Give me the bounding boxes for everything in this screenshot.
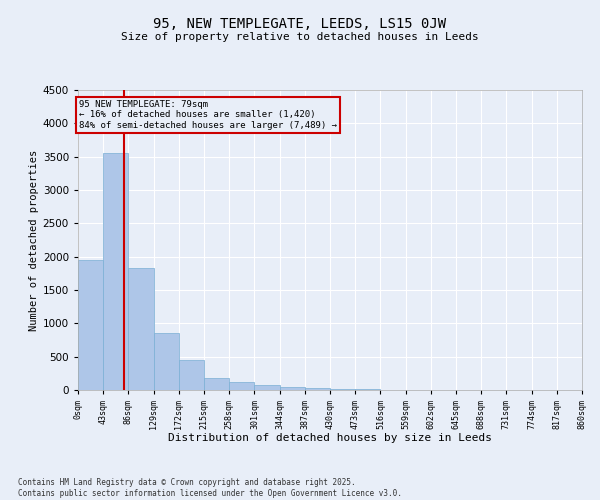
X-axis label: Distribution of detached houses by size in Leeds: Distribution of detached houses by size … <box>168 433 492 443</box>
Text: 95 NEW TEMPLEGATE: 79sqm
← 16% of detached houses are smaller (1,420)
84% of sem: 95 NEW TEMPLEGATE: 79sqm ← 16% of detach… <box>79 100 337 130</box>
Bar <box>280 386 305 390</box>
Bar <box>229 382 254 390</box>
Bar <box>154 334 179 390</box>
Bar <box>204 378 229 390</box>
Y-axis label: Number of detached properties: Number of detached properties <box>29 150 38 330</box>
Bar <box>305 388 330 390</box>
Text: 95, NEW TEMPLEGATE, LEEDS, LS15 0JW: 95, NEW TEMPLEGATE, LEEDS, LS15 0JW <box>154 18 446 32</box>
Bar <box>330 389 355 390</box>
Bar <box>254 385 280 390</box>
Bar <box>103 154 128 390</box>
Text: Contains HM Land Registry data © Crown copyright and database right 2025.
Contai: Contains HM Land Registry data © Crown c… <box>18 478 402 498</box>
Bar <box>78 260 103 390</box>
Bar <box>128 268 154 390</box>
Bar <box>179 360 204 390</box>
Text: Size of property relative to detached houses in Leeds: Size of property relative to detached ho… <box>121 32 479 42</box>
